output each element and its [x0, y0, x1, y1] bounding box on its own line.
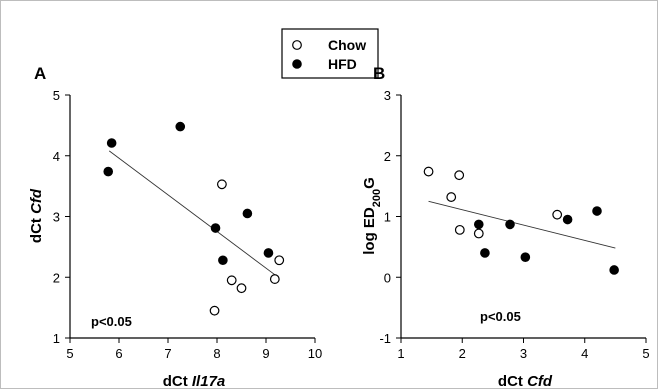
panel-a-label: A — [34, 64, 46, 83]
legend-chow-marker — [292, 40, 302, 50]
panel-b-x-tick-label: 5 — [642, 346, 649, 361]
panel-a-y-tick-label: 1 — [53, 331, 60, 346]
panel-a-y-tick-label: 5 — [53, 88, 60, 103]
panel-b-hfd-point — [480, 248, 490, 258]
panel-b-y-tick-label: 2 — [384, 149, 391, 164]
panel-b-chow-point — [473, 228, 484, 239]
panel-a-y-tick-label: 3 — [53, 210, 60, 225]
panel-a-x-axis-title: dCt Il17a — [163, 373, 226, 388]
panel-b-chow-point — [446, 192, 457, 202]
panel-a-hfd-point — [175, 121, 186, 132]
panel-a-hfd-point — [210, 223, 221, 233]
panel-b-ylabel-prefix: log ED — [361, 207, 378, 255]
panel-a-x-tick-label: 9 — [262, 346, 269, 361]
panel-b: B log ED200G dCt Cfd p<0.05 1 2 3 4 5 -1 0 1 2 3 — [361, 64, 650, 388]
panel-a-chow-point — [274, 255, 285, 266]
panel-a-ylabel-prefix: dCt — [28, 214, 45, 243]
panel-a-y-axis-title: dCt Cfd — [28, 188, 45, 243]
panel-b-label: B — [373, 64, 385, 83]
panel-b-ylabel-sub: 200 — [371, 189, 383, 207]
panel-b-chow-point — [454, 170, 465, 181]
panel-b-hfd-point — [609, 265, 619, 275]
panel-a-hfd-point — [106, 138, 117, 148]
panel-a-x-tick-label: 10 — [308, 346, 322, 361]
panel-b-chow-point — [454, 224, 465, 235]
panel-b-hfd-point — [592, 206, 602, 216]
panel-b-hfd-point — [473, 219, 484, 230]
panel-a-chow-point — [236, 283, 247, 294]
panel-a-hfd-point — [242, 208, 253, 219]
panel-a-p-value: p<0.05 — [91, 314, 132, 329]
panel-a-x-tick-label: 8 — [213, 346, 220, 361]
panel-b-chow-point — [423, 166, 434, 177]
panel-a-chow-point — [216, 179, 227, 190]
panel-b-trendline — [428, 200, 616, 249]
panel-a-x-tick-label: 5 — [66, 346, 73, 361]
legend-box — [281, 28, 379, 79]
panel-a-chow-point — [226, 275, 237, 286]
panel-a-xlabel-italic: Il17a — [192, 373, 225, 388]
panel-b-hfd-point — [520, 252, 531, 263]
panel-a-trendline — [108, 150, 277, 276]
panel-b-y-axis-title: log ED200G — [361, 177, 383, 255]
panel-a-hfd-point — [218, 255, 228, 266]
panel-b-y-tick-label: 3 — [384, 88, 391, 103]
panel-a-ylabel-italic: Cfd — [28, 188, 45, 214]
panel-b-y-tick-label: 1 — [384, 210, 391, 225]
panel-b-p-value: p<0.05 — [480, 309, 521, 324]
panel-b-ylabel-suffix: G — [361, 177, 378, 189]
panel-a-x-tick-label: 7 — [164, 346, 171, 361]
legend: Chow HFD — [281, 28, 379, 79]
panel-a: A dCt Cfd dCt Il17a p<0.05 5 6 7 8 9 10 1 2 3 4 5 — [28, 64, 322, 388]
panel-b-hfd-point — [562, 214, 573, 225]
panel-a-xlabel-prefix: dCt — [163, 373, 192, 388]
panel-b-x-axis-title: dCt Cfd — [498, 373, 553, 388]
panel-b-hfd-point — [505, 219, 515, 230]
legend-hfd-marker — [292, 59, 302, 69]
panel-b-y-tick-label: -1 — [379, 331, 391, 346]
legend-hfd-label: HFD — [328, 56, 357, 72]
panel-b-x-tick-label: 4 — [581, 346, 588, 361]
panel-b-xlabel-italic: Cfd — [527, 373, 553, 388]
panel-b-x-tick-label: 2 — [459, 346, 466, 361]
panel-b-chow-point — [552, 209, 563, 220]
panel-b-xlabel-prefix: dCt — [498, 373, 527, 388]
panel-a-chow-point — [209, 305, 220, 316]
legend-chow-label: Chow — [328, 37, 366, 53]
panel-a-y-tick-label: 2 — [53, 270, 60, 285]
panel-b-x-tick-label: 3 — [520, 346, 527, 361]
panel-a-y-tick-label: 4 — [53, 149, 60, 164]
panel-a-hfd-point — [103, 166, 114, 177]
panel-a-chow-point — [269, 274, 280, 284]
panel-a-x-tick-label: 6 — [115, 346, 122, 361]
panel-b-x-tick-label: 1 — [397, 346, 404, 361]
panel-b-y-tick-label: 0 — [384, 270, 391, 285]
panel-a-hfd-point — [263, 248, 274, 258]
